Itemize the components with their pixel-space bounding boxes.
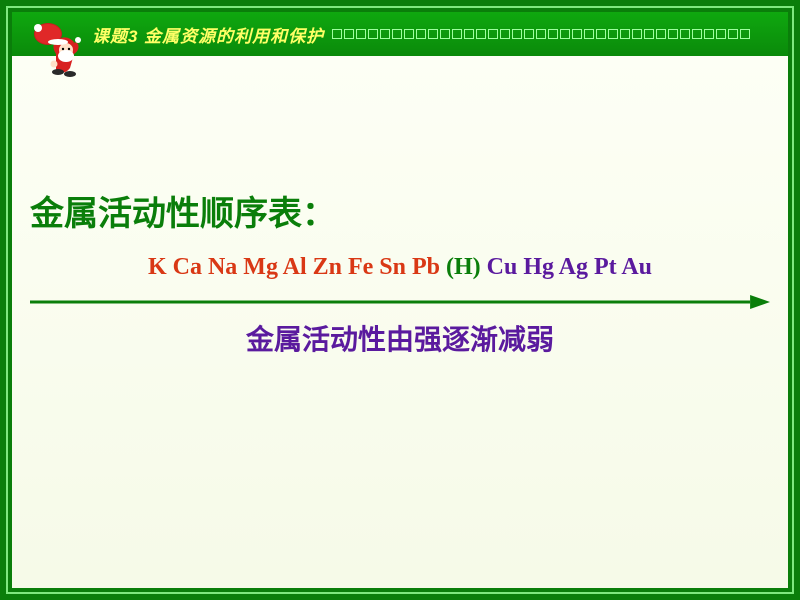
elements-before-h: K Ca Na Mg Al Zn Fe Sn Pb <box>148 254 440 280</box>
elements-after-h: Cu Hg Ag Pt Au <box>487 254 652 280</box>
activity-series-row: K Ca Na Mg Al Zn Fe Sn Pb (H) Cu Hg Ag P… <box>12 254 788 281</box>
header-decoration-squares <box>332 29 750 39</box>
santa-icon <box>30 20 90 89</box>
header-bar: 课题3 金属资源的利用和保护 <box>12 12 788 56</box>
subtitle: 金属活动性由强逐渐减弱 <box>12 318 788 358</box>
main-title: 金属活动性顺序表： <box>30 186 336 235</box>
header-title: 课题3 金属资源的利用和保护 <box>92 22 324 47</box>
activity-arrow <box>30 292 770 312</box>
outer-frame: 课题3 金属资源的利用和保护 金属活动性顺序表： <box>6 6 794 594</box>
inner-frame: 课题3 金属资源的利用和保护 金属活动性顺序表： <box>12 12 788 588</box>
element-h: (H) <box>446 254 481 280</box>
slide-content: 金属活动性顺序表： K Ca Na Mg Al Zn Fe Sn Pb (H) … <box>12 56 788 588</box>
